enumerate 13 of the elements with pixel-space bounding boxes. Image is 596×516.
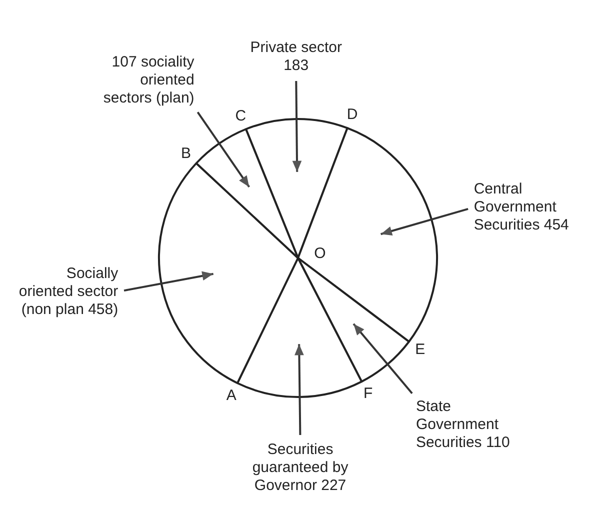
text: E: [415, 341, 426, 358]
text: F: [364, 385, 373, 402]
text: B: [181, 144, 192, 162]
text: D: [346, 106, 358, 124]
slice-label: 107 sociality oriented sectors (plan): [103, 53, 195, 106]
text: A: [226, 386, 236, 404]
text: C: [235, 107, 246, 124]
slice-label: Central Government Securities 454: [474, 180, 569, 234]
slice-label: State Government Securities 110: [416, 398, 510, 452]
slice-label: Socially oriented sector (non plan 458): [18, 264, 119, 318]
text: O: [314, 245, 326, 262]
slice-label: Securities guaranteed by Governor 227: [252, 441, 349, 494]
slice-label: Private sector 183: [250, 39, 342, 74]
